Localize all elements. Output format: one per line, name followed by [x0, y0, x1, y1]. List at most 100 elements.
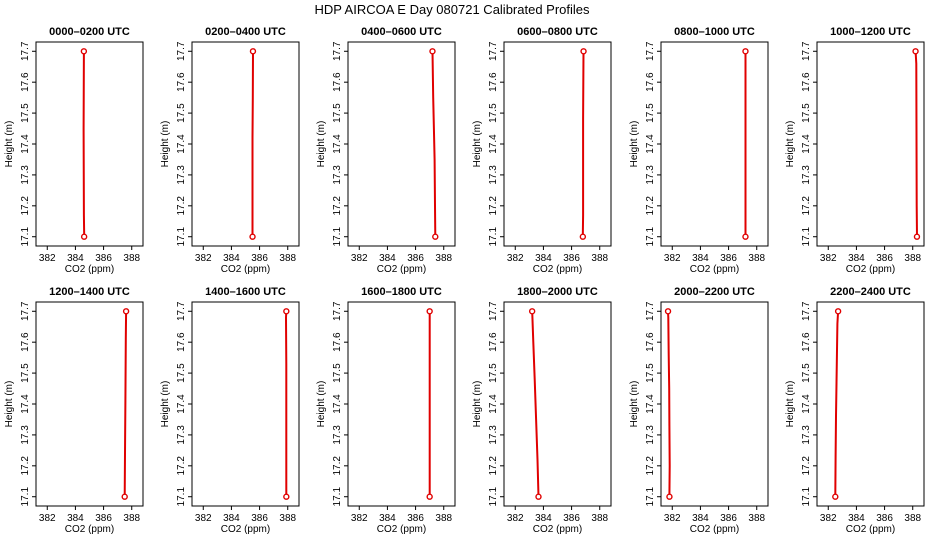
profile-marker — [664, 308, 672, 315]
y-axis-label: Height (m) — [4, 381, 15, 428]
y-axis-label: Height (m) — [785, 381, 796, 428]
x-tick-label: 384 — [223, 513, 240, 524]
y-tick-label: 17.1 — [20, 227, 31, 247]
y-tick-label: 17.2 — [801, 456, 812, 476]
y-tick-label: 17.7 — [332, 301, 343, 321]
plot-frame — [347, 301, 456, 507]
x-tick-label: 388 — [591, 513, 608, 524]
panel-title: 1600–1800 UTC — [361, 286, 442, 298]
x-tick-label: 384 — [535, 513, 552, 524]
profile-marker — [80, 233, 88, 240]
profile-marker — [579, 233, 587, 240]
profile-marker — [832, 493, 839, 500]
y-tick-label: 17.5 — [332, 103, 343, 123]
profile-marker — [580, 48, 587, 55]
panel-12: 2200–2400 UTC 382 384 386 388 17.1 17.2 17.3 17.… — [785, 286, 925, 535]
y-axis-label: Height (m) — [472, 381, 483, 428]
x-tick-label: 388 — [748, 253, 765, 264]
y-axis-label: Height (m) — [316, 381, 327, 428]
y-axis-label: Height (m) — [160, 121, 171, 168]
y-tick-label: 17.1 — [801, 227, 812, 247]
y-tick-label: 17.3 — [176, 425, 187, 445]
y-tick-label: 17.2 — [645, 196, 656, 216]
x-tick-label: 384 — [379, 253, 396, 264]
y-tick-label: 17.6 — [20, 332, 31, 352]
x-tick-label: 386 — [563, 513, 580, 524]
x-axis-label: CO2 (ppm) — [221, 264, 270, 275]
profile-marker — [742, 48, 749, 55]
x-tick-label: 386 — [95, 253, 112, 264]
x-tick-label: 388 — [123, 253, 140, 264]
profile-line — [834, 311, 840, 497]
x-tick-label: 382 — [351, 253, 368, 264]
panel-title: 1800–2000 UTC — [517, 286, 598, 298]
x-tick-label: 386 — [407, 253, 424, 264]
x-tick-label: 382 — [39, 513, 56, 524]
y-axis-label: Height (m) — [629, 121, 640, 168]
x-tick-label: 388 — [435, 253, 452, 264]
y-tick-label: 17.6 — [332, 332, 343, 352]
y-tick-label: 17.2 — [488, 196, 499, 216]
profile-marker — [249, 48, 257, 55]
panel-5: 0800–1000 UTC 382 384 386 388 17.1 17.2 17.3 17.… — [629, 26, 769, 275]
y-tick-label: 17.2 — [20, 456, 31, 476]
y-tick-label: 17.5 — [488, 103, 499, 123]
y-tick-label: 17.5 — [801, 103, 812, 123]
y-tick-label: 17.1 — [645, 227, 656, 247]
profile-marker — [432, 233, 439, 240]
plot-frame — [816, 41, 925, 247]
y-tick-label: 17.6 — [20, 72, 31, 92]
y-tick-label: 17.3 — [645, 165, 656, 185]
x-tick-label: 382 — [664, 513, 681, 524]
y-tick-label: 17.3 — [20, 165, 31, 185]
x-tick-label: 386 — [720, 253, 737, 264]
y-tick-label: 17.5 — [801, 363, 812, 383]
x-axis-label: CO2 (ppm) — [846, 264, 895, 275]
panel-title: 1400–1600 UTC — [205, 286, 286, 298]
y-tick-label: 17.1 — [332, 227, 343, 247]
y-tick-label: 17.5 — [20, 363, 31, 383]
y-tick-label: 17.3 — [645, 425, 656, 445]
y-tick-label: 17.6 — [176, 332, 187, 352]
y-tick-label: 17.7 — [645, 301, 656, 321]
y-tick-label: 17.4 — [645, 394, 656, 414]
y-tick-label: 17.6 — [645, 332, 656, 352]
profile-line — [431, 51, 437, 237]
y-tick-label: 17.4 — [645, 134, 656, 154]
profile-marker — [80, 48, 88, 55]
x-tick-label: 382 — [351, 513, 368, 524]
plot-frame — [35, 301, 144, 507]
y-tick-label: 17.2 — [332, 196, 343, 216]
y-tick-label: 17.4 — [488, 394, 499, 414]
y-tick-label: 17.3 — [488, 425, 499, 445]
x-axis-label: CO2 (ppm) — [377, 524, 426, 535]
panel-title: 0200–0400 UTC — [205, 26, 286, 38]
y-tick-label: 17.7 — [488, 301, 499, 321]
panel-6: 1000–1200 UTC 382 384 386 388 17.1 17.2 17.3 17.… — [785, 26, 925, 275]
y-tick-label: 17.6 — [645, 72, 656, 92]
profile-marker — [426, 308, 433, 315]
x-axis-label: CO2 (ppm) — [690, 524, 739, 535]
profile-marker — [429, 48, 436, 55]
y-tick-label: 17.3 — [332, 425, 343, 445]
x-axis-label: CO2 (ppm) — [846, 524, 895, 535]
x-tick-label: 384 — [692, 513, 709, 524]
profile-marker — [528, 308, 536, 315]
x-tick-label: 386 — [563, 253, 580, 264]
y-tick-label: 17.1 — [176, 487, 187, 507]
x-tick-label: 382 — [507, 253, 524, 264]
x-tick-label: 382 — [820, 513, 837, 524]
y-axis-label: Height (m) — [472, 121, 483, 168]
x-axis-label: CO2 (ppm) — [533, 524, 582, 535]
plot-frame — [191, 41, 300, 247]
y-axis-label: Height (m) — [316, 121, 327, 168]
y-tick-label: 17.2 — [488, 456, 499, 476]
x-tick-label: 384 — [223, 253, 240, 264]
panel-title: 1200–1400 UTC — [49, 286, 130, 298]
y-axis-label: Height (m) — [629, 381, 640, 428]
y-tick-label: 17.2 — [645, 456, 656, 476]
profile-marker — [121, 493, 128, 500]
y-axis-label: Height (m) — [160, 381, 171, 428]
profile-line — [82, 51, 86, 237]
x-tick-label: 386 — [876, 253, 893, 264]
